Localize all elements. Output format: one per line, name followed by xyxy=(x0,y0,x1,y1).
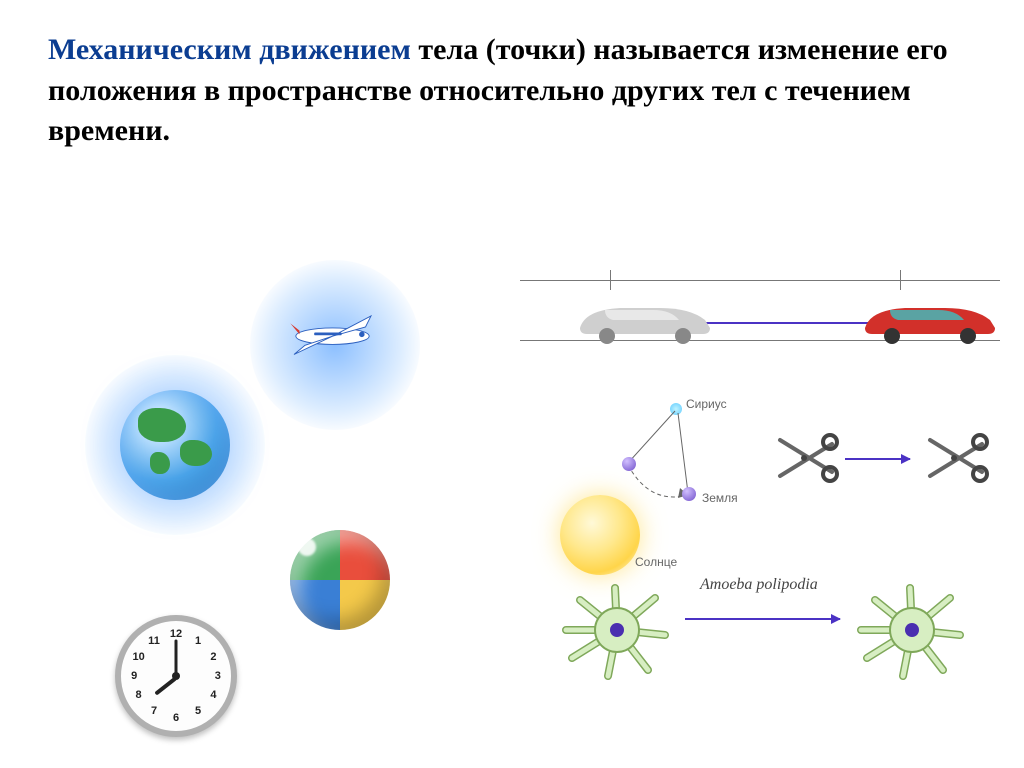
amoeba-icon xyxy=(855,580,970,680)
clock-num: 7 xyxy=(151,705,157,717)
orbit-diagram: Сириус Земля Солнце xyxy=(530,395,760,575)
clock-num: 3 xyxy=(215,670,221,682)
clock-num: 1 xyxy=(195,635,201,647)
scissors-icon xyxy=(770,430,842,486)
sun-icon xyxy=(560,495,640,575)
clock-num: 11 xyxy=(148,635,160,647)
motion-arrow-icon xyxy=(685,618,840,620)
car-ghost-icon xyxy=(575,296,715,344)
clock-num: 5 xyxy=(195,705,201,717)
term-text: Механическим движением xyxy=(48,33,411,66)
earth-label: Земля xyxy=(702,491,738,505)
earth-pos1-icon xyxy=(622,457,636,471)
slide: Механическим движением тела (точки) назы… xyxy=(0,0,1024,768)
clock-num: 6 xyxy=(173,712,179,724)
clock-num: 12 xyxy=(170,628,182,640)
clock-num: 8 xyxy=(136,689,142,701)
earth-pos2-icon xyxy=(682,487,696,501)
motion-arrow-icon xyxy=(845,458,910,460)
scissors-motion-diagram xyxy=(770,430,1000,490)
clock-num: 9 xyxy=(131,670,137,682)
beachball-icon xyxy=(290,530,390,630)
clock-num: 2 xyxy=(210,651,216,663)
clock-num: 4 xyxy=(210,689,216,701)
clock-num: 10 xyxy=(132,651,144,663)
globe-icon xyxy=(120,390,230,500)
amoeba-motion-diagram: Amoeba polipodia xyxy=(560,570,980,690)
amoeba-icon xyxy=(560,580,675,680)
car-motion-diagram xyxy=(520,260,1000,370)
sun-label: Солнце xyxy=(635,555,677,569)
scissors-icon xyxy=(920,430,992,486)
definition-heading: Механическим движением тела (точки) назы… xyxy=(48,30,976,152)
car-solid-icon xyxy=(860,296,1000,344)
airplane-icon xyxy=(285,305,380,360)
clock-icon: 12 1 2 3 4 5 6 7 8 9 10 11 xyxy=(115,615,237,737)
amoeba-label: Amoeba polipodia xyxy=(700,576,818,594)
